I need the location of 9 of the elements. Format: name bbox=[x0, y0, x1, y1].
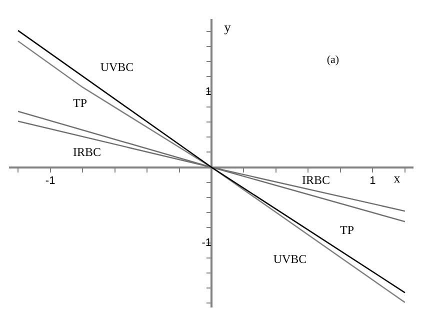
y-axis-title: y bbox=[224, 19, 232, 34]
annotation: UVBC bbox=[273, 252, 307, 266]
x-axis-title: x bbox=[394, 170, 401, 186]
annotation: IRBC bbox=[302, 173, 330, 188]
annotation: IRBC bbox=[72, 145, 102, 160]
annotation: TP bbox=[72, 96, 88, 110]
annotation: TP bbox=[340, 223, 354, 238]
annotation: (a) bbox=[326, 54, 340, 66]
annotation: UVBC bbox=[100, 60, 134, 74]
